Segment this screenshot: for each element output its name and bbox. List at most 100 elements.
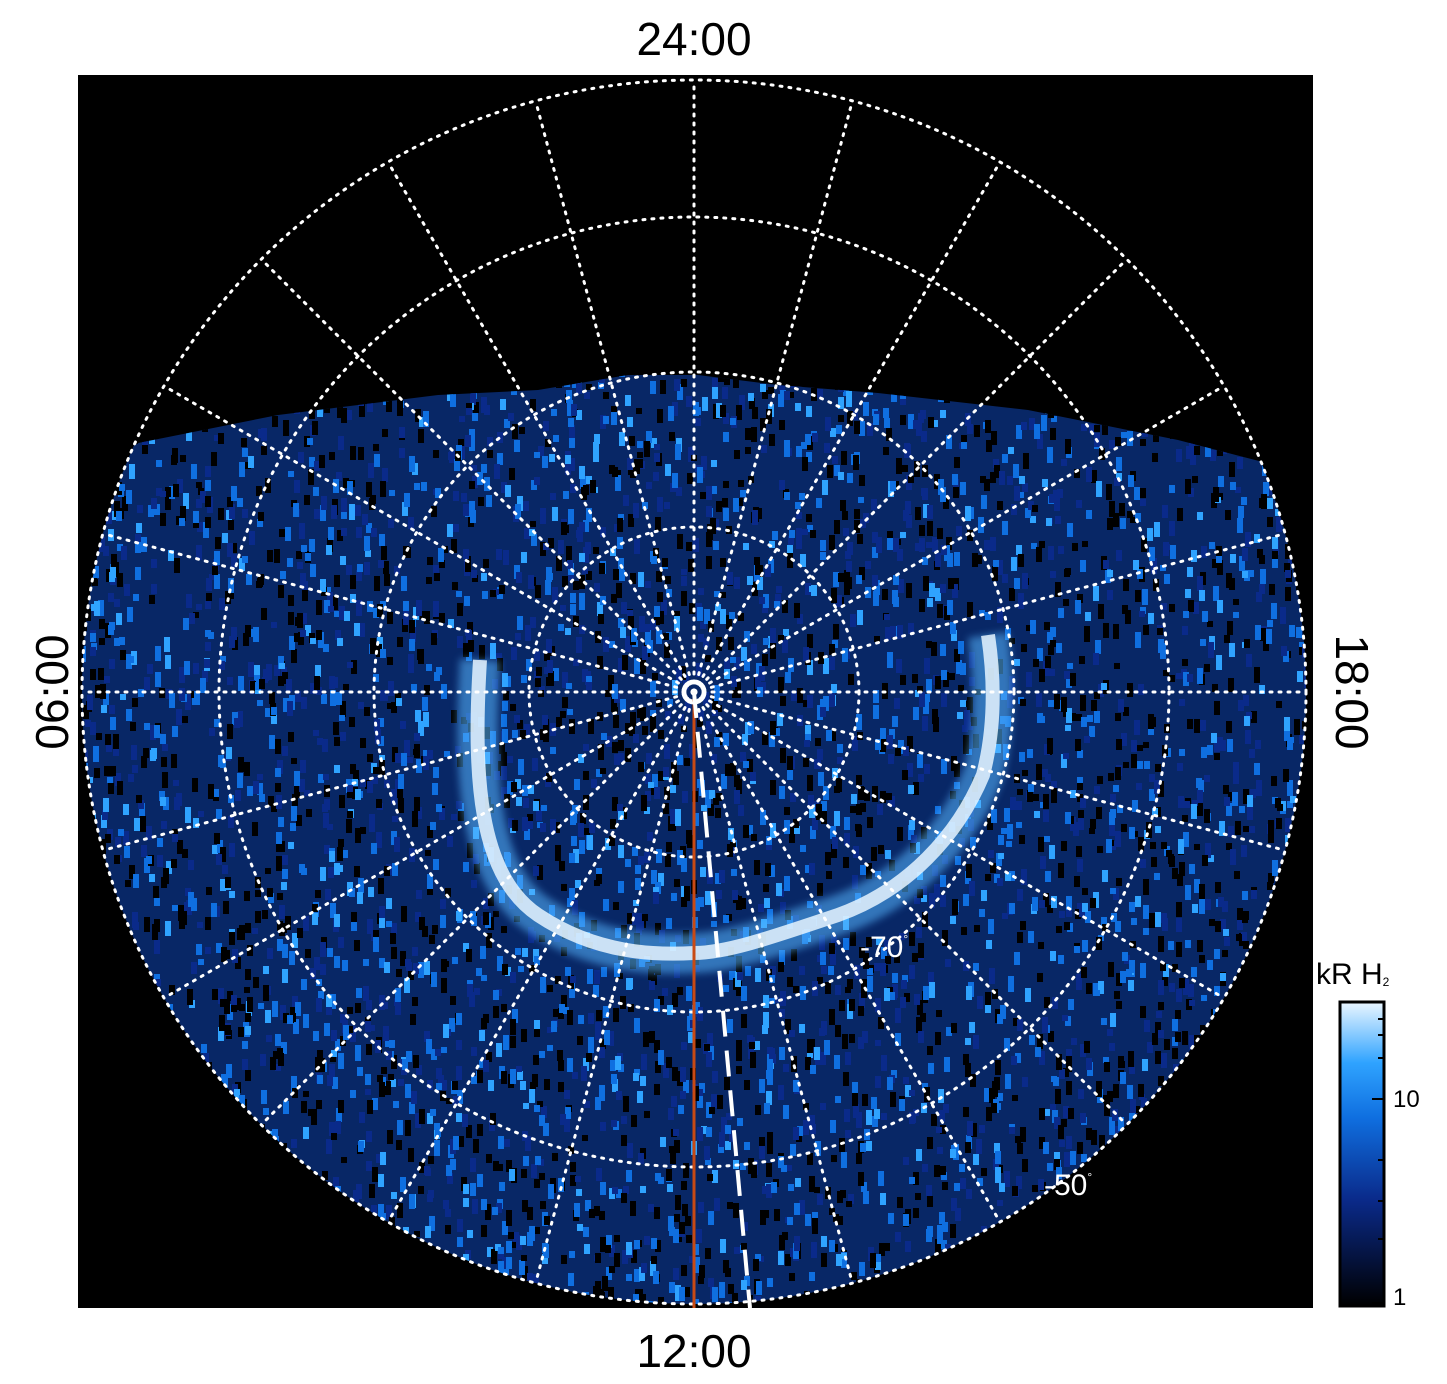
emission-pixel [247,786,253,796]
emission-pixel [268,893,274,903]
emission-pixel [673,1229,679,1243]
emission-pixel [598,614,604,624]
emission-pixel [696,663,702,677]
emission-pixel [1078,817,1084,830]
emission-pixel [806,406,812,417]
emission-pixel [248,456,254,468]
emission-pixel [843,857,849,868]
emission-pixel [859,567,865,580]
emission-pixel [511,647,517,660]
emission-pixel [110,766,116,776]
emission-pixel [705,1158,711,1165]
emission-pixel [831,684,837,693]
emission-pixel [456,1040,462,1050]
emission-pixel [1026,672,1032,687]
emission-pixel [680,1067,686,1082]
emission-pixel [480,946,486,959]
emission-pixel [303,1091,309,1097]
emission-pixel [1271,776,1277,786]
emission-pixel [634,539,640,554]
emission-pixel [463,549,469,559]
emission-pixel [935,588,941,601]
emission-pixel [1217,493,1223,500]
emission-pixel [903,1214,909,1226]
emission-pixel [1229,643,1235,657]
emission-pixel [766,1091,772,1105]
emission-pixel [750,772,756,781]
emission-pixel [313,1031,319,1041]
emission-pixel [114,501,120,517]
emission-pixel [414,733,420,741]
emission-pixel [1259,685,1265,694]
emission-pixel [1199,884,1205,899]
emission-pixel [350,1090,356,1098]
emission-pixel [320,964,326,975]
emission-pixel [212,566,218,575]
emission-pixel [301,545,307,552]
emission-pixel [281,1042,287,1054]
emission-pixel [387,703,393,709]
emission-pixel [649,981,655,990]
emission-pixel [1149,789,1155,801]
emission-pixel [1016,425,1022,439]
emission-pixel [733,1203,739,1218]
emission-pixel [1043,794,1049,809]
emission-pixel [338,1053,344,1069]
emission-pixel [946,537,952,550]
emission-pixel [817,389,823,398]
emission-pixel [432,925,438,934]
emission-pixel [791,1056,797,1072]
emission-pixel [1259,584,1265,593]
emission-pixel [154,725,160,738]
emission-pixel [820,706,826,717]
emission-pixel [1154,522,1160,537]
emission-pixel [401,576,407,591]
local-time-label-top: 24:00 [636,13,752,65]
emission-pixel [844,817,850,830]
emission-pixel [355,828,361,843]
emission-pixel [441,1080,447,1090]
emission-pixel [547,660,553,673]
emission-pixel [718,1144,724,1153]
emission-pixel [941,670,947,680]
emission-pixel [1073,822,1079,836]
emission-pixel [119,484,125,491]
emission-pixel [281,882,287,890]
emission-pixel [1245,532,1251,547]
emission-pixel [917,754,923,768]
emission-pixel [998,835,1004,845]
emission-pixel [962,725,968,732]
emission-pixel [201,1044,207,1053]
emission-pixel [1230,554,1236,563]
emission-pixel [1016,801,1022,810]
emission-pixel [1162,505,1168,518]
emission-pixel [1014,952,1020,965]
emission-pixel [812,818,818,830]
emission-pixel [1054,498,1060,511]
emission-pixel [542,456,548,468]
emission-pixel [1226,573,1232,588]
emission-pixel [379,906,385,921]
emission-pixel [107,777,113,783]
emission-pixel [599,1211,605,1220]
emission-pixel [922,488,928,500]
emission-pixel [419,1109,425,1124]
emission-pixel [214,833,220,844]
emission-pixel [988,919,994,934]
emission-pixel [297,562,303,569]
emission-pixel [205,496,211,507]
emission-pixel [558,624,564,631]
emission-pixel [465,435,471,447]
emission-pixel [1085,911,1091,923]
emission-pixel [325,587,331,596]
emission-pixel [367,1100,373,1114]
emission-pixel [1031,543,1037,549]
emission-pixel [1207,960,1213,970]
emission-pixel [769,541,775,548]
emission-pixel [267,888,273,897]
emission-pixel [887,735,893,749]
emission-pixel [139,803,145,816]
emission-pixel [586,571,592,580]
emission-pixel [940,1125,946,1134]
emission-pixel [580,813,586,824]
